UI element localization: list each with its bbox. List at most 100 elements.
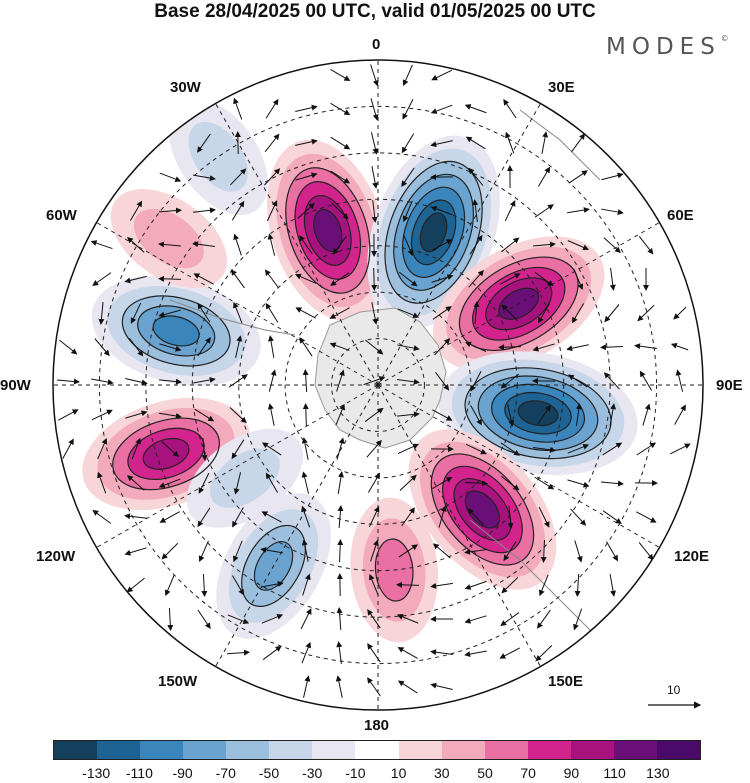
anomaly-contour	[121, 295, 231, 367]
wind-arrow	[125, 410, 148, 419]
lon-label-120e: 120E	[674, 548, 710, 565]
wind-arrow	[232, 540, 243, 563]
colorbar-swatch	[570, 741, 614, 759]
anomaly-contour	[464, 367, 612, 460]
anomaly-band	[188, 121, 248, 192]
wind-arrow	[164, 574, 175, 597]
colorbar-tick-label: -50	[258, 765, 280, 781]
wind-arrow	[158, 241, 181, 248]
south-america-coast	[169, 299, 296, 336]
colorbar-swatch	[312, 741, 356, 759]
wind-arrow	[396, 581, 420, 588]
wind-arrow	[465, 341, 487, 353]
anomaly-band	[133, 208, 204, 269]
colorbar-swatch	[484, 741, 528, 759]
wind-arrow	[573, 268, 584, 291]
colorbar-tick-label: -70	[215, 765, 236, 781]
wind-arrow	[302, 369, 309, 393]
wind-arrow	[192, 241, 215, 248]
wind-arrow	[636, 511, 657, 523]
lon-label-90w: 90W	[0, 377, 31, 394]
wind-arrow	[402, 200, 413, 223]
wind-arrow	[329, 307, 350, 319]
lon-label-60w: 60W	[46, 207, 77, 224]
anomaly-contour	[393, 173, 474, 291]
anomaly-contour	[490, 383, 586, 443]
wind-arrow	[674, 404, 686, 425]
wind-arrow	[402, 98, 414, 120]
wind-arrow	[230, 168, 247, 186]
wind-arrow	[601, 208, 624, 216]
anomaly-contour	[464, 490, 501, 529]
wind-arrow	[231, 439, 245, 460]
wind-arrow	[330, 136, 351, 150]
wind-arrow	[159, 343, 182, 352]
wind-arrow	[232, 575, 245, 596]
wind-arrow	[197, 302, 211, 323]
wind-arrow	[98, 302, 105, 325]
wind-arrow	[464, 580, 487, 590]
wind-arrow	[336, 641, 343, 664]
wind-arrow	[364, 407, 384, 422]
wind-arrow	[537, 609, 551, 629]
meridian-line	[215, 384, 379, 667]
anomaly-contour	[384, 160, 483, 304]
wind-arrow	[299, 337, 313, 357]
wind-arrow	[62, 438, 74, 459]
wind-arrow	[609, 574, 616, 597]
wind-arrow	[465, 443, 487, 455]
wind-arrow	[538, 506, 550, 528]
anomaly-contour	[402, 186, 466, 279]
wind-arrow	[302, 573, 311, 596]
anomaly-contour	[453, 478, 512, 541]
wind-arrow	[501, 576, 519, 594]
wind-arrow	[432, 543, 451, 559]
wind-arrow	[332, 235, 347, 255]
colorbar	[53, 740, 701, 760]
wind-arrow	[636, 442, 657, 456]
wind-arrow	[127, 236, 145, 253]
wind-arrow	[159, 172, 182, 182]
wind-arrow	[295, 273, 317, 284]
wind-arrow	[532, 241, 556, 248]
anomaly-contour	[442, 465, 523, 554]
wind-arrow	[467, 508, 484, 526]
anomaly-contour	[112, 417, 220, 491]
wind-arrow	[470, 405, 482, 426]
wind-arrow	[366, 439, 382, 458]
wind-arrow	[606, 541, 619, 562]
wind-arrow	[403, 234, 414, 256]
wind-arrow	[609, 268, 616, 291]
wind-arrow	[233, 233, 242, 256]
colorbar-tick-label: 110	[603, 765, 626, 781]
wind-arrow	[330, 272, 350, 286]
wind-arrow	[91, 378, 114, 386]
wind-arrow	[609, 403, 616, 426]
wind-arrow	[469, 234, 483, 255]
wind-arrow	[370, 64, 379, 87]
wind-arrow	[91, 409, 113, 421]
wind-arrow	[535, 645, 553, 662]
wind-arrow	[301, 641, 311, 664]
wind-arrow	[604, 304, 620, 323]
wind-arrow	[201, 437, 208, 461]
colorbar-tick-label: 50	[477, 765, 493, 781]
wind-arrow	[201, 573, 208, 597]
wind-arrow	[397, 344, 420, 352]
wind-arrow	[507, 506, 514, 529]
anomaly-band	[420, 212, 447, 252]
wind-arrow	[464, 104, 487, 114]
wind-arrow	[194, 408, 215, 422]
wind-arrow	[301, 437, 309, 460]
wind-arrow	[402, 64, 413, 87]
colorbar-swatch	[226, 741, 270, 759]
colorbar-tick-label: -30	[302, 765, 323, 781]
anomaly-contour	[285, 167, 371, 294]
wind-arrow	[125, 378, 148, 386]
wind-arrow	[675, 369, 684, 392]
wind-arrow	[335, 675, 343, 698]
anomaly-contour	[137, 305, 216, 357]
colorbar-swatch	[441, 741, 485, 759]
wind-arrow	[432, 476, 453, 489]
wind-arrow	[197, 337, 211, 357]
